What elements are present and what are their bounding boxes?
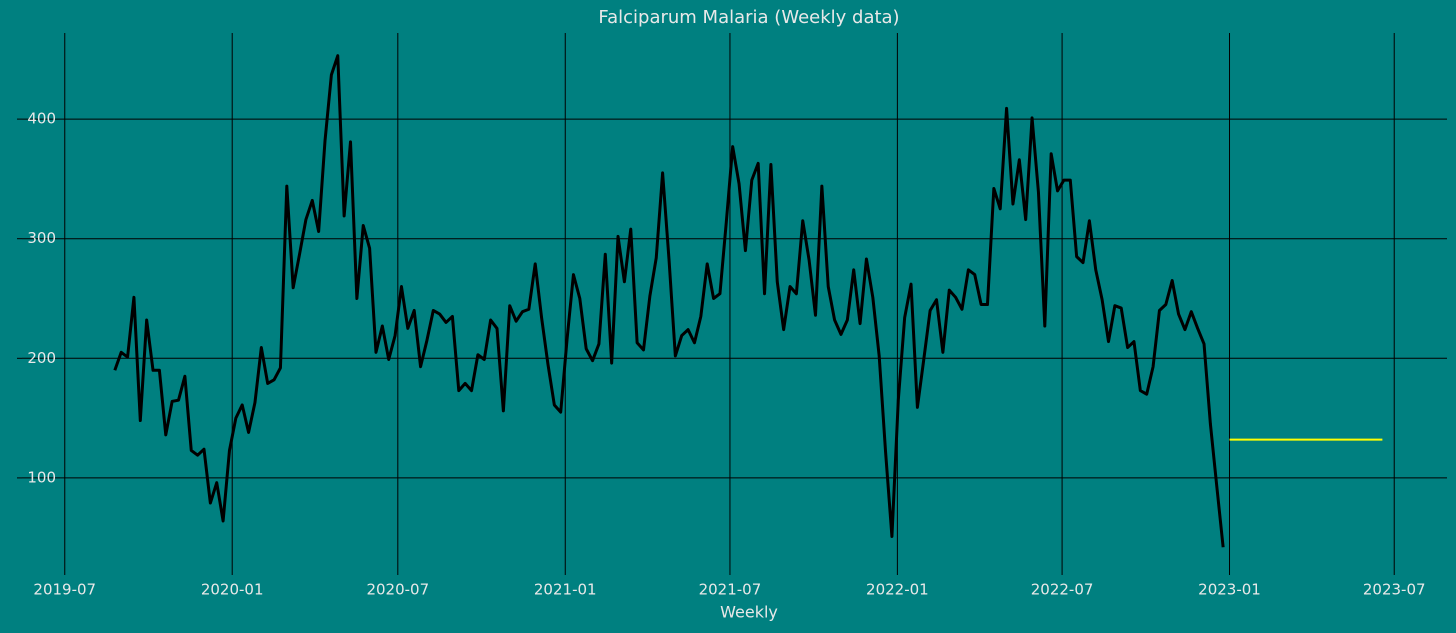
x-tick-label: 2019-07 — [33, 581, 96, 599]
data-line — [113, 54, 1225, 548]
x-tick-label: 2020-07 — [366, 581, 429, 599]
x-axis-label: Weekly — [720, 603, 778, 622]
x-tick-label: 2021-07 — [699, 581, 762, 599]
y-tick-label: 400 — [27, 110, 56, 128]
chart-title: Falciparum Malaria (Weekly data) — [598, 7, 899, 28]
x-tick-label: 2022-07 — [1031, 581, 1094, 599]
x-tick-label: 2022-01 — [866, 581, 929, 599]
x-tick-label: 2023-01 — [1198, 581, 1261, 599]
x-tick-label: 2021-01 — [534, 581, 597, 599]
y-tick-label: 200 — [27, 349, 56, 367]
y-tick-label: 100 — [27, 468, 56, 486]
x-tick-label: 2023-07 — [1363, 581, 1426, 599]
x-tick-label: 2020-01 — [201, 581, 264, 599]
y-tick-label: 300 — [27, 229, 56, 247]
